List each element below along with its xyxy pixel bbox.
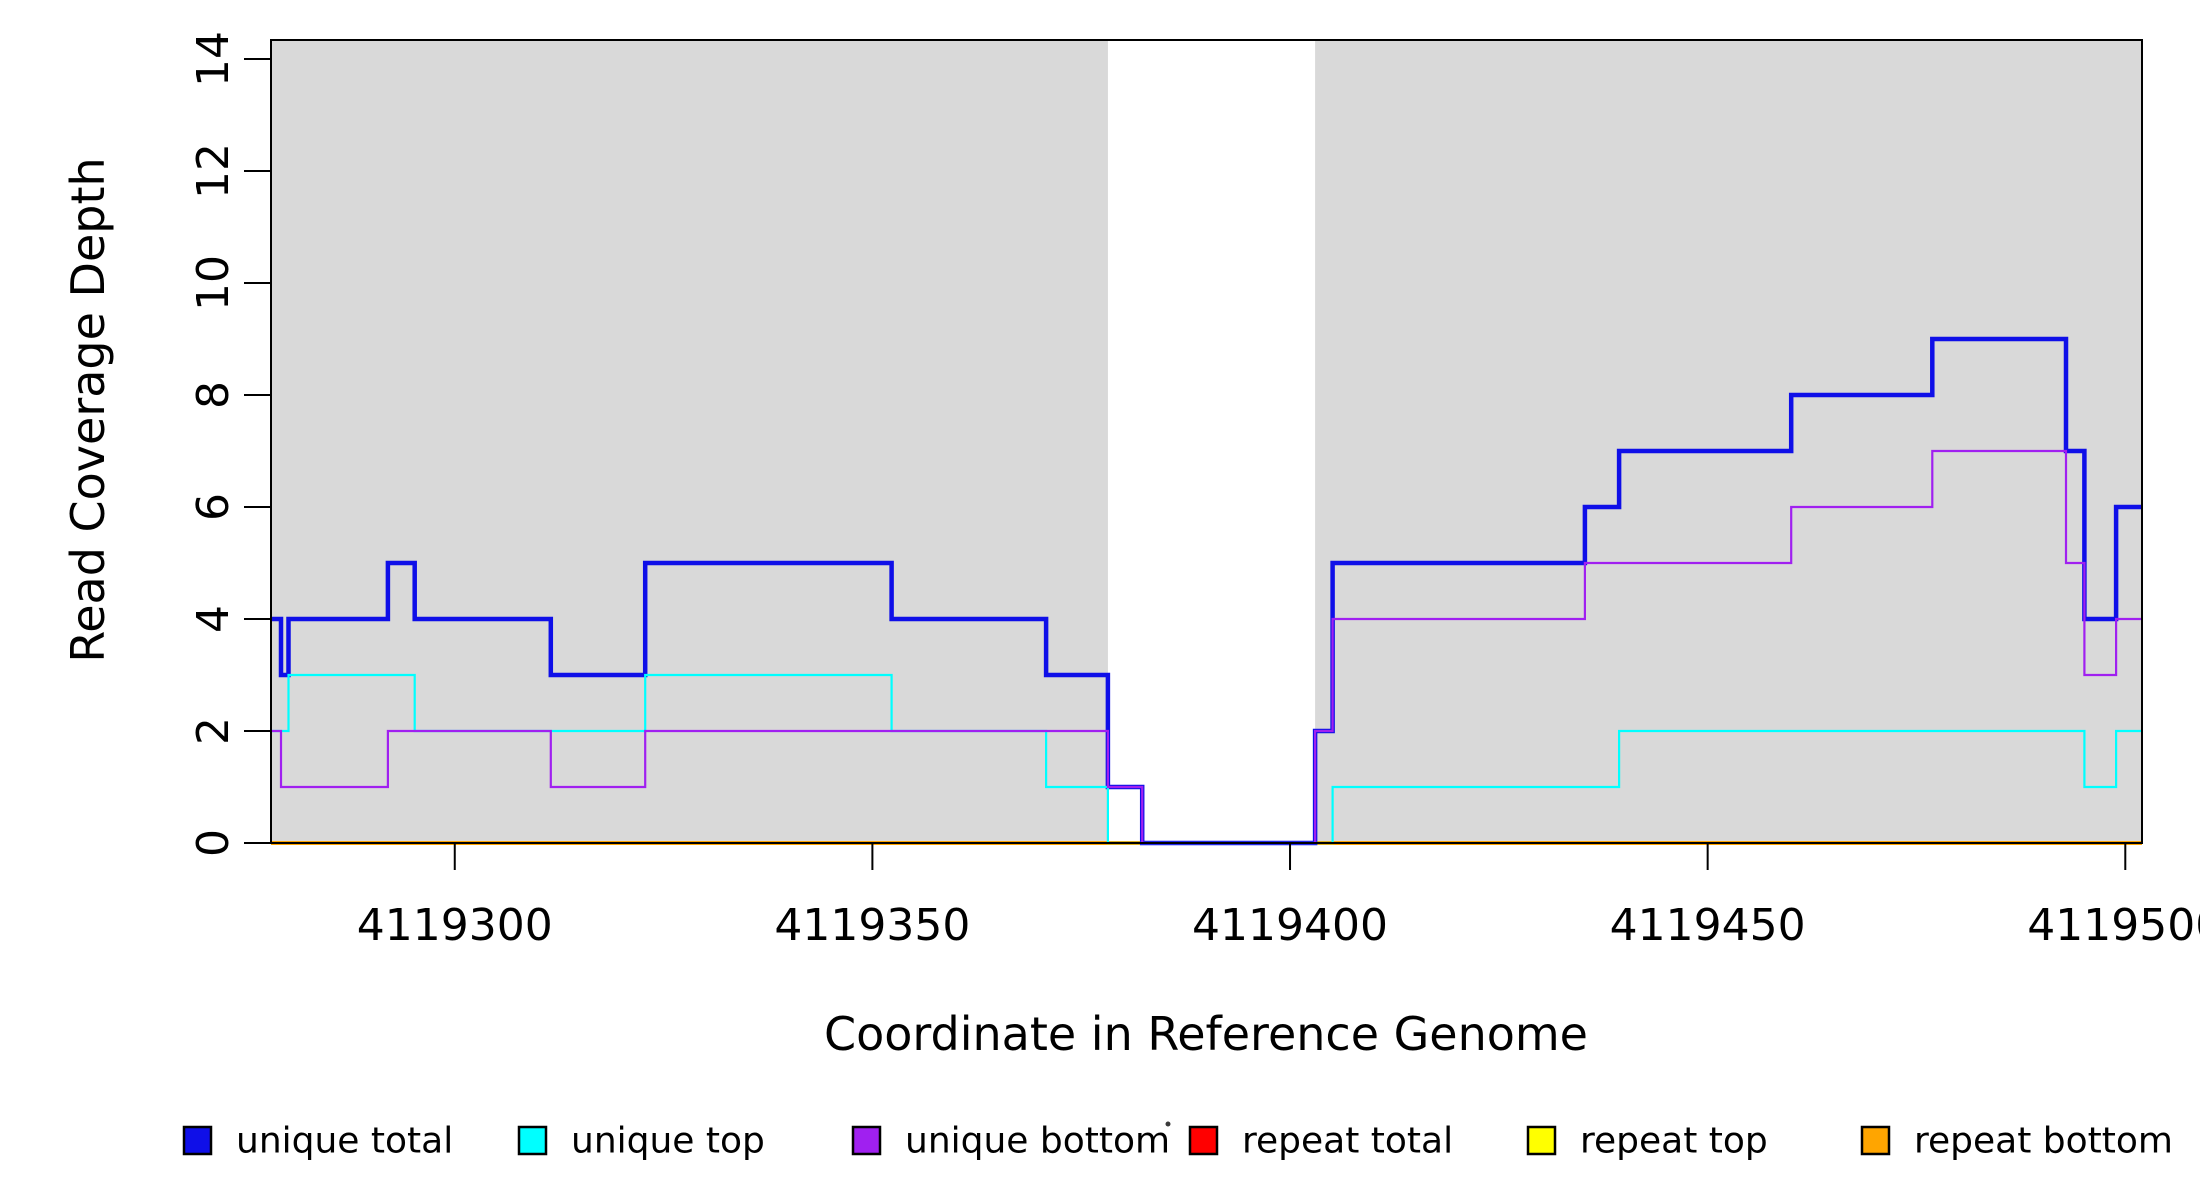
plot-border	[270, 39, 2143, 844]
legend-item: repeat top	[1526, 1121, 1768, 1162]
shaded-regions	[271, 40, 2142, 843]
x-tick-label: 4119300	[357, 900, 553, 951]
legend-label: unique bottom	[905, 1121, 1170, 1162]
legend-item: unique top	[517, 1121, 765, 1162]
x-axis-title: Coordinate in Reference Genome	[824, 1007, 1588, 1061]
legend-swatch-repeat-total	[1188, 1125, 1219, 1156]
series-line-unique-top	[271, 673, 2142, 845]
y-tick-label: 8	[188, 381, 239, 409]
y-axis: 0 2 4 6 8 10 12 14	[188, 31, 271, 857]
y-tick-label: 14	[188, 31, 239, 87]
legend-swatch-repeat-bottom	[1860, 1125, 1891, 1156]
x-tick-label: 4119350	[774, 900, 970, 951]
legend-swatch-unique-bottom	[851, 1125, 882, 1156]
legend-label: repeat bottom	[1914, 1121, 2173, 1162]
y-tick-label: 2	[188, 717, 239, 745]
legend-swatch-repeat-top	[1526, 1125, 1557, 1156]
legend-item: repeat total	[1188, 1121, 1453, 1162]
y-tick-label: 10	[188, 255, 239, 311]
x-tick-label: 4119450	[1610, 900, 1806, 951]
stray-mark	[1165, 1121, 1171, 1127]
legend-label: repeat total	[1242, 1121, 1453, 1162]
series-line-unique-bottom	[271, 449, 2142, 845]
y-tick-label: 0	[188, 829, 239, 857]
y-tick-label: 12	[188, 143, 239, 199]
legend-item: repeat bottom	[1860, 1121, 2173, 1162]
legend: unique total unique top unique bottom repea…	[182, 1121, 2173, 1162]
y-axis-title: Read Coverage Depth	[61, 157, 115, 662]
legend-swatch-unique-top	[517, 1125, 548, 1156]
legend-item: unique bottom	[851, 1121, 1170, 1162]
legend-swatch-unique-total	[182, 1125, 213, 1156]
shaded-region-right-gray-block	[1315, 40, 2142, 843]
y-tick-label: 4	[188, 605, 239, 633]
legend-label: repeat top	[1580, 1121, 1768, 1162]
shaded-region-left-gray-block	[271, 40, 1108, 843]
legend-label: unique top	[571, 1121, 765, 1162]
legend-label: unique total	[236, 1121, 453, 1162]
y-tick-label: 6	[188, 493, 239, 521]
x-tick-label: 4119400	[1192, 900, 1388, 951]
legend-item: unique total	[182, 1121, 453, 1162]
